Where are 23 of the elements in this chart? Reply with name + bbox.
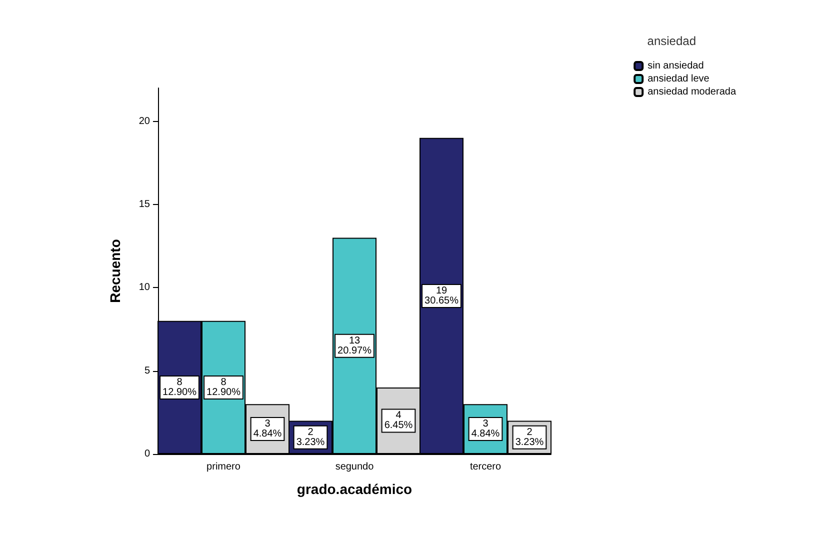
y-axis-title: Recuento (107, 239, 123, 303)
y-tick-label: 5 (144, 365, 150, 376)
data-label: 19 30.65% (424, 285, 459, 306)
data-label: 8 12.90% (162, 376, 197, 398)
data-label: 4 6.45% (384, 410, 413, 432)
legend-title: ansiedad (647, 34, 696, 48)
legend-label: ansiedad leve (648, 74, 710, 84)
data-label: 3 4.84% (253, 418, 282, 440)
data-label: 2 3.23% (296, 426, 325, 448)
x-tick-label: tercero (470, 462, 502, 472)
y-tick-label: 0 (144, 448, 150, 460)
x-tick-label: primero (206, 462, 241, 472)
y-tick-label: 15 (138, 198, 150, 210)
data-label: 2 3.23% (515, 426, 544, 448)
legend-label: sin ansiedad (648, 60, 704, 72)
y-tick-label: 20 (138, 116, 150, 127)
data-label: 8 12.90% (206, 376, 241, 398)
x-tick-label: segundo (335, 462, 374, 472)
y-tick-label: 10 (138, 282, 150, 294)
data-label: 3 4.84% (471, 418, 500, 440)
legend-label: ansiedad moderada (648, 86, 736, 98)
data-label: 13 20.97% (338, 335, 372, 356)
x-axis-title: grado.académico (296, 481, 412, 497)
